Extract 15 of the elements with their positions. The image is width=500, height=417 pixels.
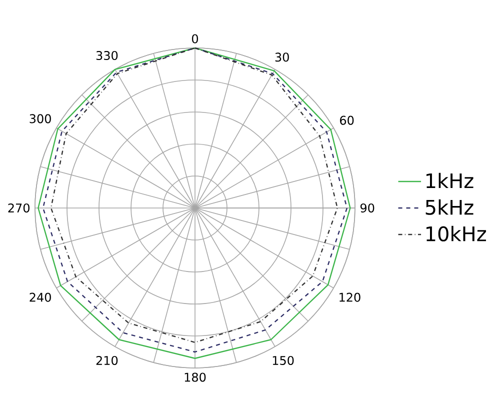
- spoke-label: 300: [30, 114, 51, 124]
- spoke-label: 150: [272, 356, 294, 366]
- legend-label: 1kHz: [426, 172, 474, 188]
- spoke-label: 60: [340, 116, 354, 125]
- spoke-label: 270: [8, 203, 30, 213]
- spoke-label: 180: [184, 372, 206, 382]
- spoke-label: 240: [30, 292, 51, 302]
- legend-label: 5kHz: [426, 199, 474, 215]
- spoke-label: 0: [192, 34, 198, 44]
- spoke-label: 30: [275, 52, 289, 62]
- spoke-label: 210: [96, 356, 118, 366]
- spoke-label: 120: [340, 292, 360, 302]
- spoke-label: 90: [360, 203, 374, 213]
- spoke-label: 330: [96, 50, 118, 60]
- legend-label: 10kHz: [426, 226, 486, 242]
